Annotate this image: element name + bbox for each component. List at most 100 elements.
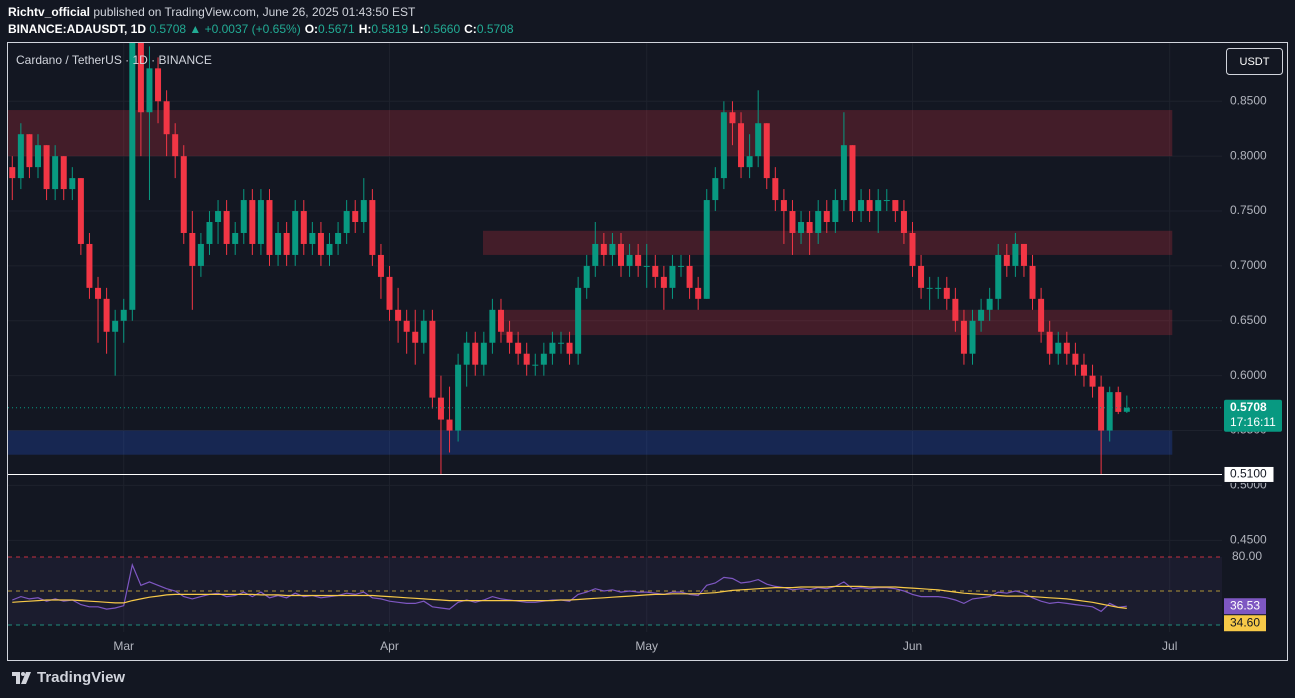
last: 0.5708 <box>149 22 187 36</box>
candle-body <box>1038 298 1045 332</box>
candle-body <box>840 145 847 201</box>
candle-body <box>875 200 882 212</box>
candle-body <box>43 145 50 190</box>
x-tick-label: May <box>635 639 658 653</box>
y-tick-label: 0.5000 <box>1230 478 1267 492</box>
change: ▲ +0.0037 (+0.65%) <box>189 22 301 36</box>
x-tick-label: Jun <box>903 639 922 653</box>
candle-body <box>575 287 582 354</box>
candle-body <box>755 123 762 157</box>
quote-value: 0.5708 <box>476 22 514 36</box>
rsi-value-box <box>1224 598 1266 615</box>
candle-body <box>360 200 367 223</box>
quote-line: BINANCE:ADAUSDT, 1D 0.5708 ▲ +0.0037 (+0… <box>8 22 514 36</box>
candle-body <box>583 265 590 288</box>
candle-body <box>1089 375 1096 387</box>
candle-body <box>858 200 865 212</box>
rsi-line <box>12 585 1127 609</box>
candle-body <box>995 254 1002 299</box>
candle-body <box>283 232 290 255</box>
quote-label: O: <box>304 22 319 36</box>
candle-body <box>60 156 67 190</box>
candle-body <box>626 254 633 266</box>
candle-body <box>515 342 522 354</box>
candle-body <box>772 178 779 201</box>
candle-body <box>240 200 247 233</box>
rsi-band <box>8 556 1222 625</box>
candle-body <box>943 287 950 299</box>
candle-body <box>918 265 925 288</box>
candle-body <box>120 309 127 321</box>
currency[interactable]: USDT <box>1240 56 1270 68</box>
author: Richtv_official <box>8 5 91 19</box>
candle-body <box>172 134 179 157</box>
candle-body <box>660 276 667 288</box>
candle-body <box>395 309 402 321</box>
y2-tick-label: 80.00 <box>1232 549 1262 563</box>
candle-body <box>815 211 822 233</box>
x-tick-label: Mar <box>113 639 134 653</box>
candle-body <box>532 364 539 366</box>
quote-label: C: <box>464 22 477 36</box>
candle-body <box>317 232 324 255</box>
candle-body <box>883 200 890 202</box>
candle-body <box>489 309 496 343</box>
candle-body <box>935 287 942 289</box>
candle-body <box>437 397 444 420</box>
candle-body <box>35 145 42 168</box>
candle-body <box>926 287 933 289</box>
rsi-value-box <box>1224 615 1266 632</box>
y-tick-label: 0.5500 <box>1230 423 1267 437</box>
candle-body <box>1012 243 1019 266</box>
candle-body <box>789 211 796 233</box>
frame <box>7 42 1288 661</box>
candle-body <box>292 211 299 255</box>
level-label: 0.5100 <box>1230 467 1267 481</box>
published: published on TradingView.com, June 26, 2… <box>93 5 416 19</box>
quote-value: 0.5660 <box>423 22 461 36</box>
zone <box>8 430 1173 455</box>
candle-body <box>112 320 119 332</box>
y-tick-label: 0.7500 <box>1230 203 1267 217</box>
candle-body <box>669 265 676 288</box>
candle-body <box>678 265 685 267</box>
y-tick-label: 0.8500 <box>1230 93 1267 107</box>
candle-body <box>1063 342 1070 354</box>
candle-body <box>335 232 342 244</box>
candle-body <box>206 222 213 244</box>
candle-body <box>52 156 59 190</box>
candle-body <box>557 342 564 344</box>
candle-body <box>1106 392 1113 431</box>
quote-value: 0.5671 <box>318 22 355 36</box>
candle-body <box>412 331 419 343</box>
quote: O:0.5671 H:0.5819 L:0.5660 C:0.5708 <box>301 22 514 36</box>
candle-body <box>892 200 899 212</box>
candle-body <box>866 200 873 212</box>
candle-body <box>618 243 625 266</box>
candle-body <box>463 342 470 365</box>
candle-body <box>540 353 547 365</box>
candle-body <box>763 123 770 179</box>
candle-body <box>455 364 462 431</box>
candle-body <box>506 331 513 343</box>
currency-button[interactable] <box>1226 48 1283 75</box>
brand-logo <box>12 671 31 684</box>
candle-body <box>849 145 856 212</box>
y-tick-label: 0.6000 <box>1230 368 1267 382</box>
price-label: 0.5708 <box>1230 400 1267 414</box>
candle-body <box>497 309 504 332</box>
x-tick-label: Apr <box>380 639 399 653</box>
quote-label: H: <box>358 22 372 36</box>
candle-body <box>403 320 410 332</box>
rsi-line <box>12 562 1127 613</box>
zone <box>500 309 1173 336</box>
candle-body <box>180 156 187 233</box>
candle-body <box>686 265 693 288</box>
candle-body <box>249 200 256 244</box>
candle-body <box>103 298 110 332</box>
candle-body <box>566 342 573 354</box>
candle-body <box>720 112 727 179</box>
x-tick-label: Jul <box>1162 639 1177 653</box>
